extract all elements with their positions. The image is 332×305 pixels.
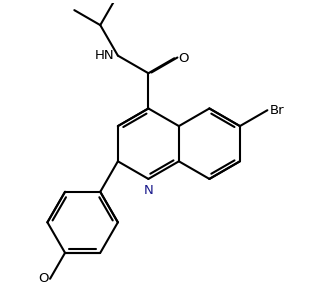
Text: O: O bbox=[38, 272, 48, 285]
Text: Br: Br bbox=[270, 104, 285, 117]
Text: HN: HN bbox=[95, 49, 114, 62]
Text: N: N bbox=[143, 184, 153, 196]
Text: O: O bbox=[179, 52, 189, 65]
